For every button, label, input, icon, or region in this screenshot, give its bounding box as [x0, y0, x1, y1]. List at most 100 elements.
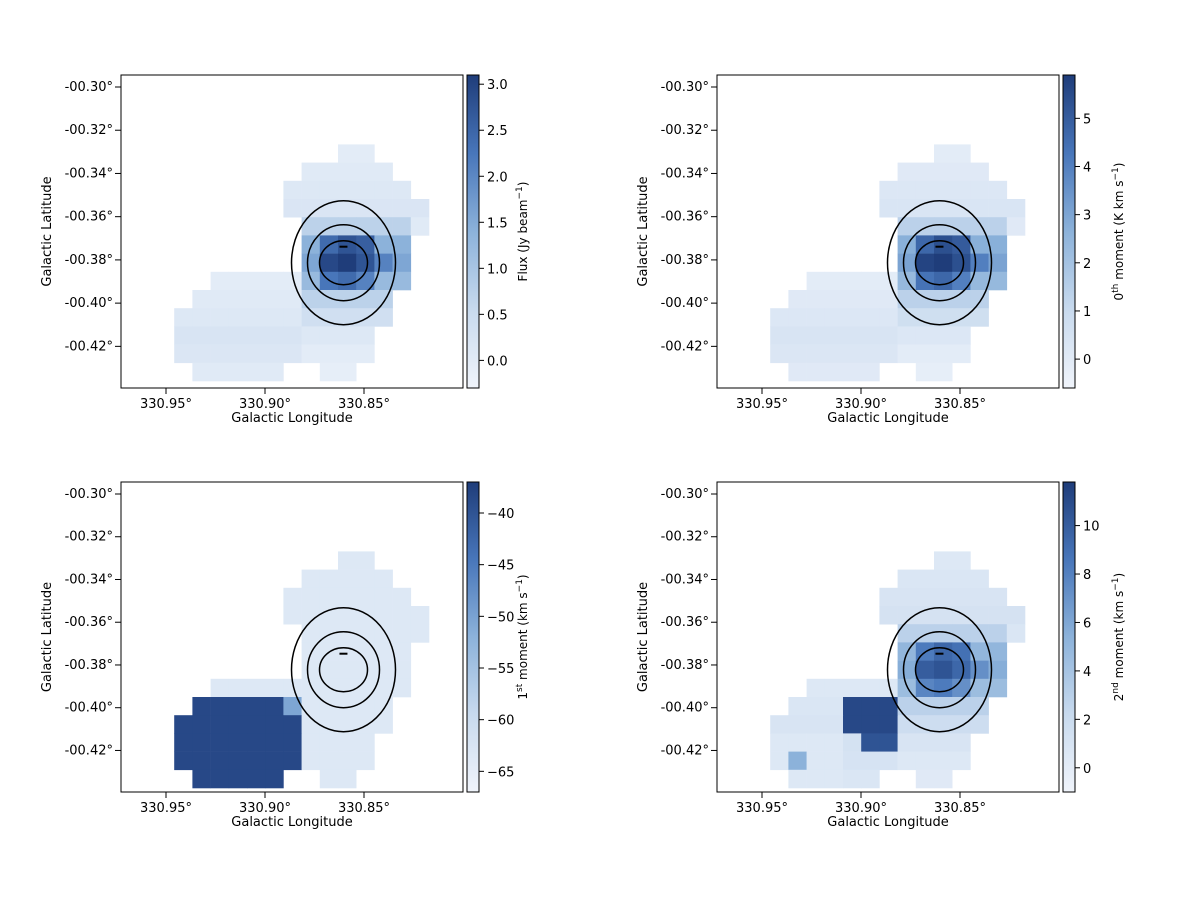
pixel-cell: [247, 697, 266, 716]
pixel-cell: [356, 199, 375, 218]
pixel-cell: [338, 235, 357, 254]
pixel-cell: [374, 587, 393, 607]
pixel-cell: [897, 678, 917, 698]
pixel-cell: [210, 751, 230, 771]
pixel-cell: [228, 271, 248, 291]
colorbar-label: 0th​ moment (K km s−1​): [1111, 163, 1126, 301]
pixel-cell: [879, 290, 898, 309]
pixel-cell: [806, 769, 826, 789]
pixel-cell: [952, 162, 971, 182]
x-tick-label: 330.90°: [239, 397, 291, 412]
y-tick-label: -00.36°: [65, 210, 113, 225]
contour-level-3: [318, 646, 369, 693]
pixel-cell: [228, 678, 248, 698]
pixel-cell: [319, 715, 339, 734]
pixel-cell: [338, 587, 357, 607]
pixel-cell: [934, 587, 953, 607]
pixel-cell: [301, 569, 321, 589]
pixel-cell: [897, 751, 917, 771]
pixel-cell: [770, 308, 789, 327]
pixel-cell: [970, 678, 989, 698]
pixel-cell: [861, 751, 880, 771]
pixel-cell: [897, 235, 917, 254]
pixel-cell: [1006, 217, 1026, 236]
pixel-cell: [374, 180, 393, 200]
pixel-cell: [301, 290, 321, 309]
pixel-cell: [843, 733, 862, 752]
pixel-cell: [374, 697, 393, 716]
colorbar-tick-label: 0.5: [487, 308, 508, 323]
pixel-cell: [301, 199, 321, 218]
pixel-cell: [356, 751, 375, 771]
pixel-cell: [174, 751, 193, 771]
pixel-cell: [788, 362, 807, 382]
pixel-cell: [356, 587, 375, 607]
pixel-cell: [338, 362, 357, 382]
pixel-cell: [392, 217, 412, 236]
pixel-cell: [770, 326, 789, 345]
colorbar-tick-label: 10: [1083, 520, 1100, 535]
pixel-cell: [356, 551, 375, 570]
x-axis-label: Galactic Longitude: [231, 411, 352, 426]
pixel-cell: [934, 551, 953, 570]
colorbar-tick-label: −55: [487, 662, 514, 677]
pixel-cell: [301, 180, 321, 200]
pixel-cell: [952, 144, 971, 163]
axes-frame: [120, 481, 464, 793]
pixel-cell: [374, 569, 393, 589]
pixel-cell: [338, 624, 357, 643]
pixel-cell: [934, 290, 953, 309]
pixel-cell: [392, 180, 412, 200]
pixel-cell: [174, 326, 193, 345]
pixel-cell: [952, 253, 971, 273]
pixel-cell: [861, 344, 880, 364]
pixel-cell: [879, 308, 898, 327]
pixel-cell: [915, 606, 935, 625]
pixel-cell: [228, 733, 248, 752]
pixel-cell: [374, 199, 393, 218]
pixel-cell: [843, 290, 862, 309]
pixel-cell: [356, 235, 375, 254]
pixel-cell: [970, 162, 989, 182]
pixel-cell: [247, 769, 266, 789]
pixel-cell: [283, 678, 302, 698]
pixel-cell: [265, 697, 284, 716]
pixel-cell: [228, 769, 248, 789]
pixel-cell: [988, 235, 1008, 254]
pixel-cell: [770, 733, 789, 752]
colorbar-label: 1st​ moment (km s−1​): [515, 574, 530, 699]
x-tick-label: 330.85°: [338, 397, 390, 412]
pixel-cell: [265, 715, 284, 734]
pixel-cell: [861, 733, 880, 752]
pixel-cell: [843, 308, 862, 327]
pixel-cell: [934, 308, 953, 327]
pixel-cell: [934, 606, 953, 625]
pixel-cell: [192, 769, 211, 789]
y-tick-label: -00.30°: [65, 80, 113, 95]
pixel-cell: [338, 271, 357, 291]
pixel-cell: [824, 678, 844, 698]
pixel-cell: [210, 308, 230, 327]
pixel-cell: [970, 271, 989, 291]
pixel-cell: [247, 715, 266, 734]
pixel-cell: [970, 642, 989, 661]
pixel-cell: [356, 697, 375, 716]
pixel-cell: [338, 660, 357, 680]
panel-bottom-left: -00.30° -00.32° -00.34° -00.36° -00.38° -00.4…: [40, 481, 530, 830]
contour-level-2: [306, 223, 381, 302]
pixel-cell: [356, 253, 375, 273]
pixel-cell: [970, 624, 989, 643]
pixel-cell: [301, 606, 321, 625]
pixel-cell: [934, 217, 953, 236]
pixel-cell: [283, 697, 302, 716]
y-tick-label: -00.34°: [65, 572, 113, 587]
pixel-cell: [374, 290, 393, 309]
pixel-cell: [934, 769, 953, 789]
x-axis-label: Galactic Longitude: [231, 815, 352, 830]
colorbar-tick-label: 3.0: [487, 78, 508, 93]
pixel-cell: [192, 344, 211, 364]
pixel-cell: [301, 624, 321, 643]
pixel-cell: [952, 235, 971, 254]
pixel-cell: [283, 326, 302, 345]
pixel-cell: [283, 733, 302, 752]
